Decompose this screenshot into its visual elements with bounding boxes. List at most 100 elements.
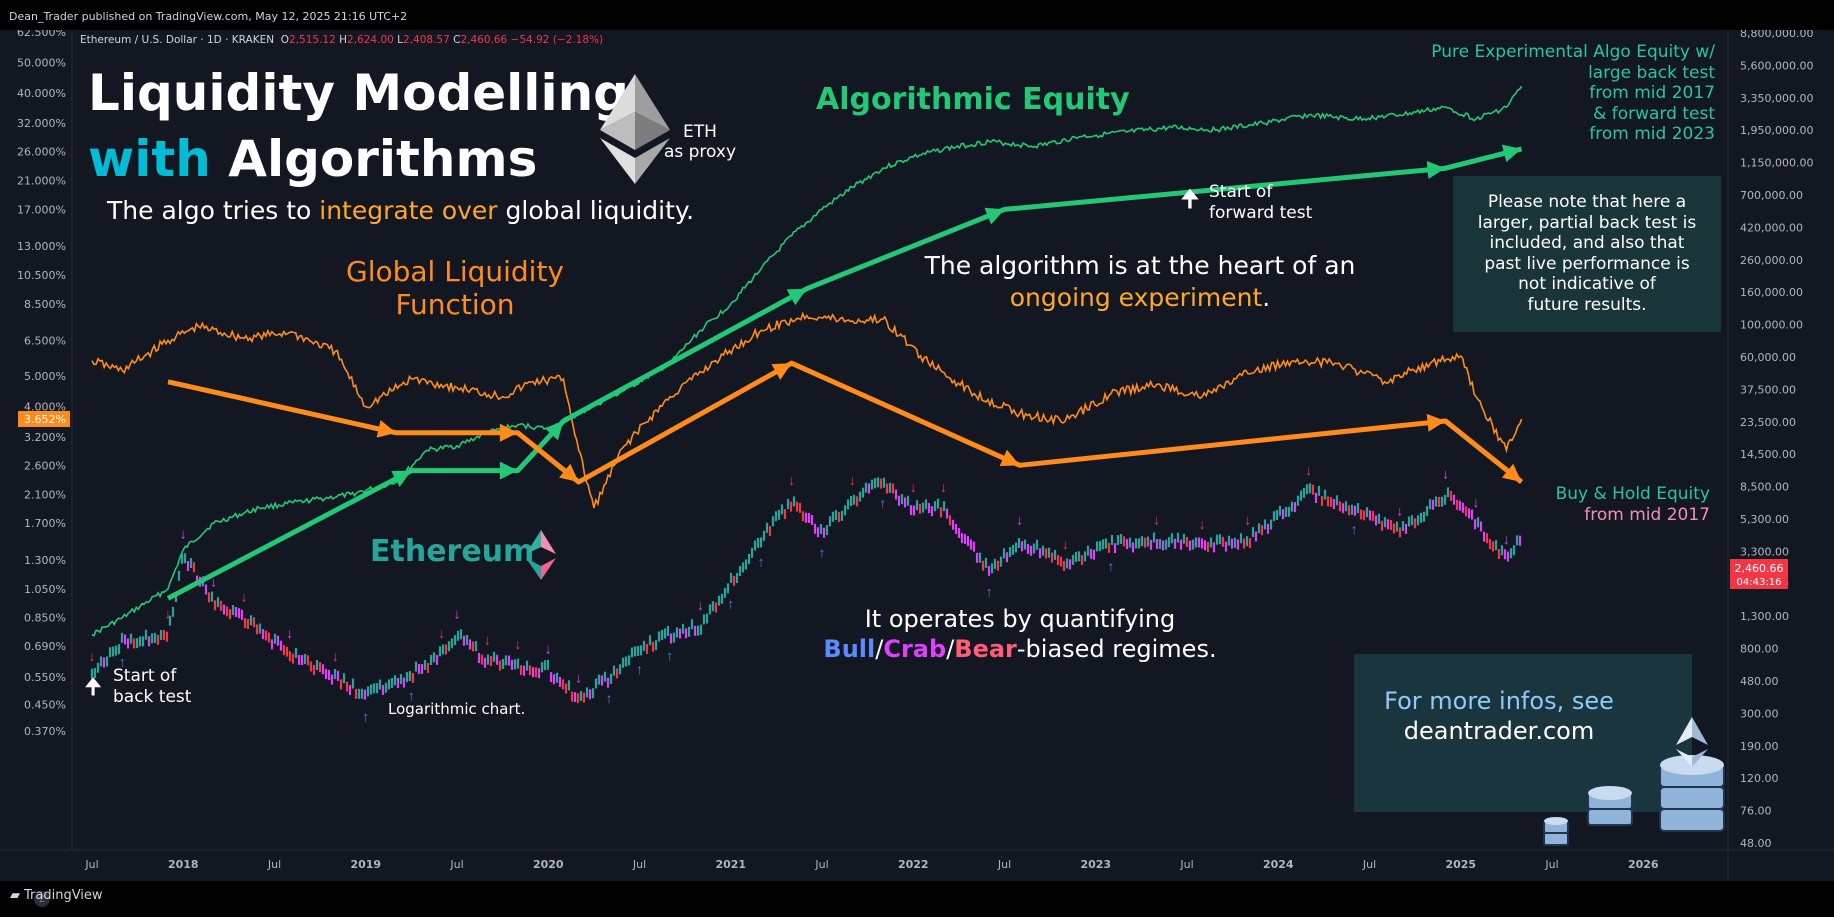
arrowhead-icon — [499, 423, 518, 442]
time-axis-tick: Jul — [632, 858, 646, 871]
buy-hold-label: Buy & Hold Equity from mid 2017 — [1480, 484, 1710, 526]
right-axis-tick: 3,350,000.00 — [1740, 92, 1813, 105]
bull-marker-icon: ↑ — [986, 584, 993, 600]
more-infos-text: For more infos, see deantrader.com — [1354, 686, 1644, 746]
zoom-reset-button[interactable]: Z — [34, 891, 50, 907]
global-liquidity-line1: Global Liquidity — [346, 255, 564, 288]
ohlc-high: 2,624.00 — [347, 34, 394, 46]
ohlc-change: −54.92 (−2.18%) — [510, 34, 604, 46]
bear-marker-icon: ↓ — [788, 472, 795, 488]
algo-tries-part2: integrate over — [319, 196, 498, 225]
bear-marker-icon: ↓ — [165, 606, 172, 622]
disclaimer-line6: future results. — [1527, 294, 1647, 315]
bear-marker-icon: ↓ — [849, 472, 856, 488]
start-back-line2: back test — [113, 687, 192, 707]
arrowhead-icon — [376, 420, 397, 438]
crab-marker-icon: ↓ — [286, 625, 293, 641]
series-line-algorithmic-equity — [91, 85, 1523, 637]
heart-ongoing: ongoing experiment — [1009, 283, 1263, 312]
crab-marker-icon: ↓ — [545, 641, 552, 657]
left-axis-tick: 2.100% — [24, 488, 66, 501]
global-liquidity-label: Global Liquidity Function — [320, 255, 590, 321]
chart-area[interactable]: 62.500% 50.000% 40.000% 32.000% 26.000% 21.00… — [0, 30, 1834, 881]
bear-marker-icon: ↓ — [910, 479, 917, 495]
bottom-bar: Z — [0, 881, 1834, 917]
tradingview-logo[interactable]: ▰ TradingView — [10, 888, 103, 903]
time-axis-tick: Jul — [997, 858, 1011, 871]
bear-marker-icon: ↓ — [1153, 511, 1160, 527]
ohlc-open-label: O — [280, 34, 290, 46]
annotation-arrow-orange — [167, 360, 1524, 485]
ethereum-logo-icon — [526, 530, 556, 580]
right-axis-tick: 14,500.00 — [1740, 448, 1796, 461]
disclaimer-line5: not indicative of — [1518, 274, 1656, 294]
heart-line1: The algorithm is at the heart of an — [924, 251, 1356, 280]
right-axis-tick: 480.00 — [1740, 675, 1779, 688]
right-axis-tick: 60,000.00 — [1740, 351, 1796, 364]
time-axis-tick: Jul — [84, 858, 98, 871]
symbol-line: Ethereum / U.S. Dollar · 1D · KRAKEN O 2,… — [80, 34, 603, 46]
chart-svg[interactable]: 62.500% 50.000% 40.000% 32.000% 26.000% 21.00… — [0, 30, 1834, 881]
ohlc-low-label: L — [397, 34, 404, 46]
title-line1: Liquidity Modelling — [88, 64, 629, 122]
time-axis-tick: Jul — [449, 858, 463, 871]
arrowhead-icon — [984, 207, 1005, 225]
time-axis-tick: 2019 — [350, 858, 381, 871]
right-axis-tick: 800.00 — [1740, 643, 1779, 656]
pure-experimental-line1: Pure Experimental Algo Equity w/ — [1431, 42, 1715, 62]
time-axis-tick: 2018 — [168, 858, 199, 871]
bear-marker-icon: ↓ — [514, 636, 521, 652]
bear-marker-icon: ↓ — [1244, 511, 1251, 527]
forward-arrow-icon: 🠉 — [1180, 185, 1200, 213]
time-axis-tick: 2025 — [1445, 858, 1476, 871]
left-axis-tick: 5.000% — [24, 370, 66, 383]
time-axis-tick: 2021 — [715, 858, 746, 871]
start-forward-line2: forward test — [1209, 203, 1313, 223]
ohlc-close: 2,460.66 — [460, 34, 508, 46]
bull-marker-icon: ↑ — [1107, 558, 1114, 574]
time-axis-tick: Jul — [1179, 858, 1193, 871]
arrowhead-icon — [771, 363, 792, 380]
left-axis-tick: 10.500% — [17, 269, 66, 282]
pure-experimental-line2: large back test — [1588, 62, 1715, 83]
operates-text: It operates by quantifying Bull/Crab/Bea… — [790, 604, 1250, 664]
time-axis-tick: 2020 — [533, 858, 564, 871]
left-axis-tick: 0.370% — [24, 725, 66, 738]
crab-marker-icon: ↓ — [210, 574, 217, 590]
bull-marker-icon: ↑ — [819, 544, 826, 560]
left-axis-tick: 17.000% — [17, 203, 66, 216]
algo-tries-part3: global liquidity. — [497, 196, 695, 225]
heart-line2: ongoing experiment. — [880, 282, 1400, 314]
symbol-name: Ethereum / U.S. Dollar · 1D · KRAKEN — [80, 34, 275, 46]
more-infos-link[interactable]: deantrader.com — [1403, 717, 1595, 745]
right-axis-tick: 160,000.00 — [1740, 286, 1803, 299]
operates-crab: Crab — [883, 635, 947, 663]
left-axis-tick: 2.600% — [24, 459, 66, 472]
bull-marker-icon: ↑ — [727, 596, 734, 612]
pure-experimental-line4: & forward test — [1593, 103, 1715, 124]
bear-marker-icon: ↓ — [89, 648, 96, 664]
eth-proxy-line2: as proxy — [663, 142, 737, 162]
left-axis-tick: 50.000% — [17, 56, 66, 69]
pure-experimental-line5: from mid 2023 — [1589, 124, 1715, 144]
operates-slash2: / — [946, 635, 955, 663]
arrowhead-icon — [499, 461, 518, 480]
title-with: with — [88, 130, 211, 188]
arrowhead-icon — [1501, 144, 1522, 163]
right-axis-tick: 190.00 — [1740, 740, 1779, 753]
algorithmic-equity-label: Algorithmic Equity — [816, 82, 1130, 117]
bear-marker-icon: ↓ — [332, 648, 339, 664]
back-arrow-icon: 🠉 — [84, 675, 103, 700]
right-axis-tick: 37,500.00 — [1740, 383, 1796, 396]
arrowhead-icon — [1426, 160, 1446, 179]
bear-marker-icon: ↓ — [484, 632, 491, 648]
time-axis-tick: 2023 — [1080, 858, 1111, 871]
arrowhead-icon — [559, 463, 579, 483]
price-marker-countdown: 04:43:16 — [1737, 577, 1782, 588]
right-axis-tick: 1,300.00 — [1740, 610, 1789, 623]
left-axis-tick: 0.450% — [24, 698, 66, 711]
time-axis-tick: Jul — [814, 858, 828, 871]
arrowhead-icon — [1501, 463, 1522, 483]
bull-marker-icon: ↑ — [636, 661, 643, 677]
